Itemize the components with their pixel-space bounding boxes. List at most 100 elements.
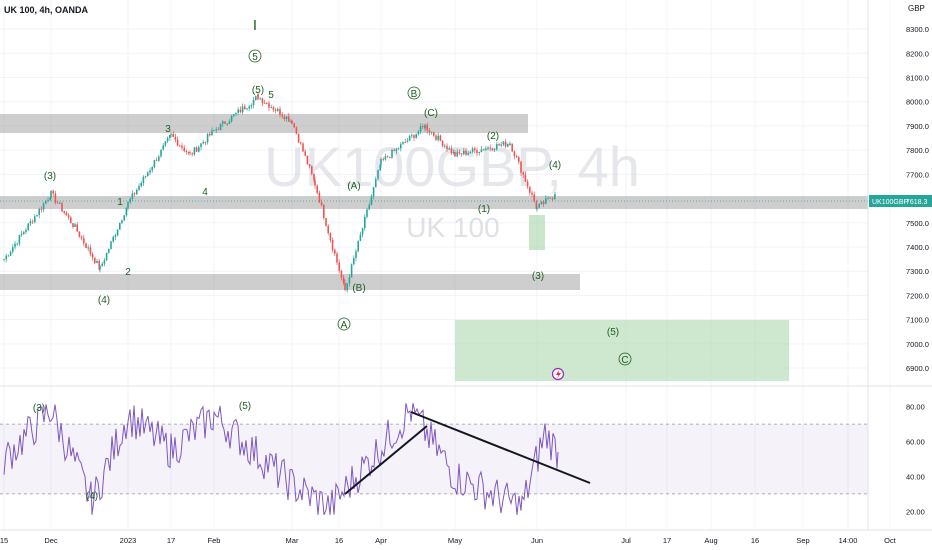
candle-body — [509, 143, 511, 145]
candle-body — [274, 109, 277, 111]
wave-label: 1 — [117, 197, 123, 208]
candle-body — [187, 152, 190, 153]
symbol-title[interactable]: UK 100, 4h, OANDA — [4, 5, 89, 15]
currency-label: GBP — [908, 4, 925, 13]
candle-body — [428, 130, 431, 133]
candle-body — [116, 229, 119, 236]
target-zone-green[interactable] — [455, 320, 789, 381]
candle-body — [94, 257, 96, 264]
candle-body — [144, 175, 147, 177]
candle-body — [437, 135, 439, 140]
candle-body — [5, 255, 7, 260]
candle-body — [478, 151, 480, 153]
candle-body — [76, 224, 78, 232]
candle-body — [531, 192, 533, 195]
resistance-zone-upper[interactable] — [0, 114, 528, 133]
candle-body — [136, 189, 138, 195]
candle-body — [529, 186, 531, 193]
candle-body — [377, 170, 379, 179]
candle-body — [123, 215, 125, 221]
candle-body — [300, 142, 302, 144]
candle-body — [206, 133, 209, 143]
candle-body — [389, 157, 391, 158]
candle-body — [498, 144, 500, 146]
candle-body — [129, 198, 131, 203]
watermark-symbol: UK100GBP, 4h — [264, 135, 640, 198]
candle-body — [155, 160, 158, 161]
candle-body — [140, 182, 142, 187]
candle-body — [520, 161, 522, 173]
candle-body — [85, 243, 87, 249]
candle-body — [372, 187, 375, 197]
wave-label: B — [411, 89, 418, 100]
candle-body — [131, 193, 134, 199]
candle-body — [554, 194, 556, 197]
time-tick: 17 — [167, 536, 175, 545]
candle-body — [248, 106, 250, 109]
candle-body — [500, 144, 502, 146]
support-zone-lower[interactable] — [0, 274, 580, 290]
price-tick: 8300.0 — [906, 25, 929, 34]
candle-body — [219, 123, 222, 130]
candle-body — [460, 153, 463, 155]
candle-body — [368, 204, 370, 210]
candle-body — [47, 200, 49, 202]
candle-body — [222, 121, 224, 124]
time-axis[interactable]: 15 Dec 2023 17 Feb Mar 16 Apr May Jun Jul 17 Aug 16 Se… — [0, 536, 897, 545]
wave-label: (4) — [549, 160, 561, 171]
candle-body — [112, 236, 114, 242]
price-tick: 7400.0 — [906, 243, 929, 252]
candle-body — [507, 143, 509, 147]
candle-body — [549, 197, 551, 199]
rsi-trendline-falling[interactable] — [410, 411, 591, 484]
time-tick: Feb — [208, 536, 221, 545]
wave-circle — [618, 352, 632, 366]
wave-label: (5) — [607, 327, 619, 338]
support-zone-middle[interactable] — [0, 196, 868, 209]
candle-body — [110, 241, 112, 249]
candle-body — [261, 98, 264, 104]
candle-body — [553, 196, 556, 200]
price-tick: 7500.0 — [906, 219, 929, 228]
candle-body — [535, 201, 538, 209]
wave-label: (3) — [44, 171, 56, 182]
candle-body — [450, 148, 453, 154]
candle-body — [386, 156, 389, 158]
candle-body — [226, 123, 228, 125]
time-tick: Dec — [44, 536, 58, 545]
candle-body — [364, 216, 366, 229]
candle-body — [244, 106, 246, 110]
candle-body — [277, 108, 279, 111]
candle-body — [480, 149, 483, 152]
candle-body — [474, 148, 476, 151]
time-tick: Jun — [531, 536, 543, 545]
price-tick: 7900.0 — [906, 122, 929, 131]
candle-body — [393, 149, 395, 151]
wave-3-box[interactable] — [529, 215, 545, 250]
wave-label: 5 — [268, 90, 274, 101]
candle-body — [522, 172, 524, 175]
candle-body — [384, 156, 387, 160]
wave-label: (4) — [98, 295, 110, 306]
candle-body — [504, 141, 507, 147]
candle-body — [70, 217, 72, 224]
candle-body — [255, 96, 257, 100]
candle-body — [74, 224, 76, 228]
candle-body — [545, 198, 547, 204]
candle-body — [235, 112, 237, 115]
wave-label: (C) — [424, 108, 438, 119]
price-tick: 7200.0 — [906, 291, 929, 300]
time-tick: Oct — [884, 536, 897, 545]
time-tick: 15 — [0, 536, 8, 545]
rsi-axis[interactable]: 80.00 60.00 40.00 20.00 — [906, 403, 925, 517]
candle-body — [151, 167, 153, 171]
candle-body — [228, 121, 231, 124]
candle-body — [350, 264, 353, 278]
candle-body — [127, 202, 129, 208]
candle-body — [281, 114, 283, 117]
candle-body — [80, 236, 83, 239]
candle-body — [23, 232, 25, 235]
rsi-trendline-rising[interactable] — [344, 425, 428, 495]
candle-body — [304, 151, 306, 156]
